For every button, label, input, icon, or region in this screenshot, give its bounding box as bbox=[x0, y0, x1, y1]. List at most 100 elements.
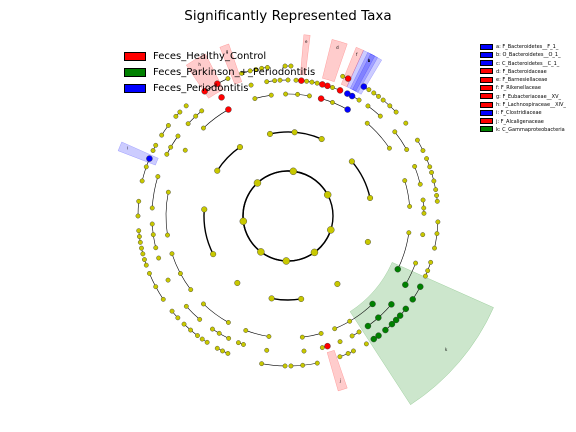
tree-node bbox=[363, 341, 369, 347]
tree-node bbox=[364, 120, 370, 126]
tree-node bbox=[283, 91, 289, 97]
clade-legend-swatch bbox=[480, 126, 493, 133]
clade-legend-swatch bbox=[480, 76, 493, 83]
clade-legend-item: h: F_Lachnospiraceae__XIV_ bbox=[480, 101, 566, 109]
tree-node bbox=[143, 262, 149, 268]
tree-node bbox=[356, 329, 362, 335]
tree-node bbox=[173, 113, 179, 119]
tree-node bbox=[360, 83, 368, 90]
tree-node bbox=[420, 197, 426, 203]
tree-node bbox=[257, 248, 265, 256]
branch-arc bbox=[254, 94, 272, 99]
branch-arc bbox=[216, 146, 241, 172]
tree-node bbox=[266, 130, 273, 137]
tree-node bbox=[365, 103, 371, 109]
tree-node bbox=[214, 80, 221, 87]
clade-legend-label: d: F_Bacteroidaceae bbox=[496, 68, 547, 75]
sector-g bbox=[219, 43, 243, 85]
sector-i bbox=[117, 141, 159, 166]
tree-node bbox=[314, 360, 320, 366]
tree-node bbox=[396, 312, 404, 319]
clade-legend-label: i: F_Clostridiaceae bbox=[496, 110, 542, 117]
tree-node bbox=[164, 151, 170, 157]
tree-node bbox=[366, 87, 372, 93]
tree-node bbox=[318, 136, 325, 143]
tree-node bbox=[298, 77, 305, 84]
tree-node bbox=[337, 339, 343, 345]
tree-node bbox=[175, 133, 181, 139]
tree-node bbox=[309, 79, 315, 85]
tree-node bbox=[370, 335, 377, 343]
sector-label-a: a bbox=[368, 58, 371, 63]
tree-node bbox=[282, 63, 288, 69]
tree-node bbox=[417, 283, 424, 290]
branch-arc bbox=[367, 105, 381, 117]
tree-node bbox=[239, 70, 245, 76]
tree-node bbox=[402, 305, 409, 313]
tree-node bbox=[393, 109, 399, 115]
tree-node bbox=[424, 156, 429, 161]
legend-swatch-blue bbox=[124, 83, 146, 93]
clade-legend-item: j: F_Alcaligenaceae bbox=[480, 118, 566, 126]
tree-node bbox=[210, 326, 215, 332]
tree-node bbox=[356, 97, 362, 103]
tree-node bbox=[403, 120, 409, 126]
branch-arc bbox=[203, 109, 229, 129]
sector-label-j: j bbox=[339, 378, 341, 383]
tree-node bbox=[137, 239, 143, 245]
clade-legend-label: b: O_Bacteroidetes__O_1_ bbox=[496, 52, 561, 59]
tree-node bbox=[380, 97, 386, 103]
tree-node bbox=[188, 327, 193, 333]
branch-arc bbox=[321, 98, 348, 110]
clade-legend-item: e: F_Barnesiellaceae bbox=[480, 76, 566, 84]
tree-node bbox=[225, 106, 232, 113]
branch-arc bbox=[367, 123, 390, 149]
tree-node bbox=[272, 78, 278, 84]
clade-legend-label: j: F_Alcaligenaceae bbox=[496, 118, 544, 125]
tree-node bbox=[299, 334, 305, 340]
legend-label: Feces_Parkinson_+_Periodontitis bbox=[153, 67, 316, 78]
tree-node bbox=[431, 178, 437, 184]
tree-node bbox=[216, 330, 222, 336]
tree-node bbox=[149, 221, 155, 227]
legend-swatch-green bbox=[124, 67, 146, 77]
tree-node bbox=[319, 345, 325, 350]
tree-node bbox=[319, 81, 326, 88]
tree-node bbox=[197, 317, 203, 322]
tree-node bbox=[300, 362, 306, 368]
sector-label-k: k bbox=[445, 347, 448, 352]
tree-node bbox=[259, 65, 265, 71]
tree-node bbox=[199, 336, 205, 342]
clade-legend-item: g: F_Eubacteriaceae__XV_ bbox=[480, 93, 566, 101]
tree-node bbox=[288, 363, 294, 369]
clade-legend-swatch bbox=[480, 84, 493, 91]
tree-node bbox=[413, 260, 418, 266]
tree-node bbox=[344, 106, 351, 113]
tree-node bbox=[201, 301, 206, 307]
tree-node bbox=[314, 80, 320, 86]
sector-b bbox=[349, 52, 378, 93]
tree-node bbox=[406, 230, 412, 236]
branch-arc bbox=[394, 131, 407, 150]
tree-node bbox=[268, 295, 275, 302]
branch-arc bbox=[166, 135, 179, 155]
clade-legend-item: b: O_Bacteroidetes__O_1_ bbox=[480, 51, 566, 59]
tree-node bbox=[394, 266, 401, 273]
tree-node bbox=[392, 129, 398, 135]
clade-legend-item: c: C_Bacteroidetes__C_1_ bbox=[480, 60, 566, 68]
tree-node bbox=[149, 205, 155, 211]
tree-node bbox=[143, 164, 149, 170]
tree-node bbox=[183, 103, 189, 109]
tree-node bbox=[159, 132, 165, 138]
clade-legend-label: c: C_Bacteroidetes__C_1_ bbox=[496, 60, 560, 67]
tree-node bbox=[332, 326, 338, 332]
tree-node bbox=[288, 63, 294, 69]
branch-arc bbox=[141, 158, 150, 182]
clade-legend-swatch bbox=[480, 118, 493, 125]
tree-node bbox=[225, 320, 231, 325]
tree-node bbox=[293, 77, 299, 83]
tree-node bbox=[199, 108, 205, 114]
tree-node bbox=[268, 92, 274, 98]
tree-node bbox=[340, 73, 346, 79]
